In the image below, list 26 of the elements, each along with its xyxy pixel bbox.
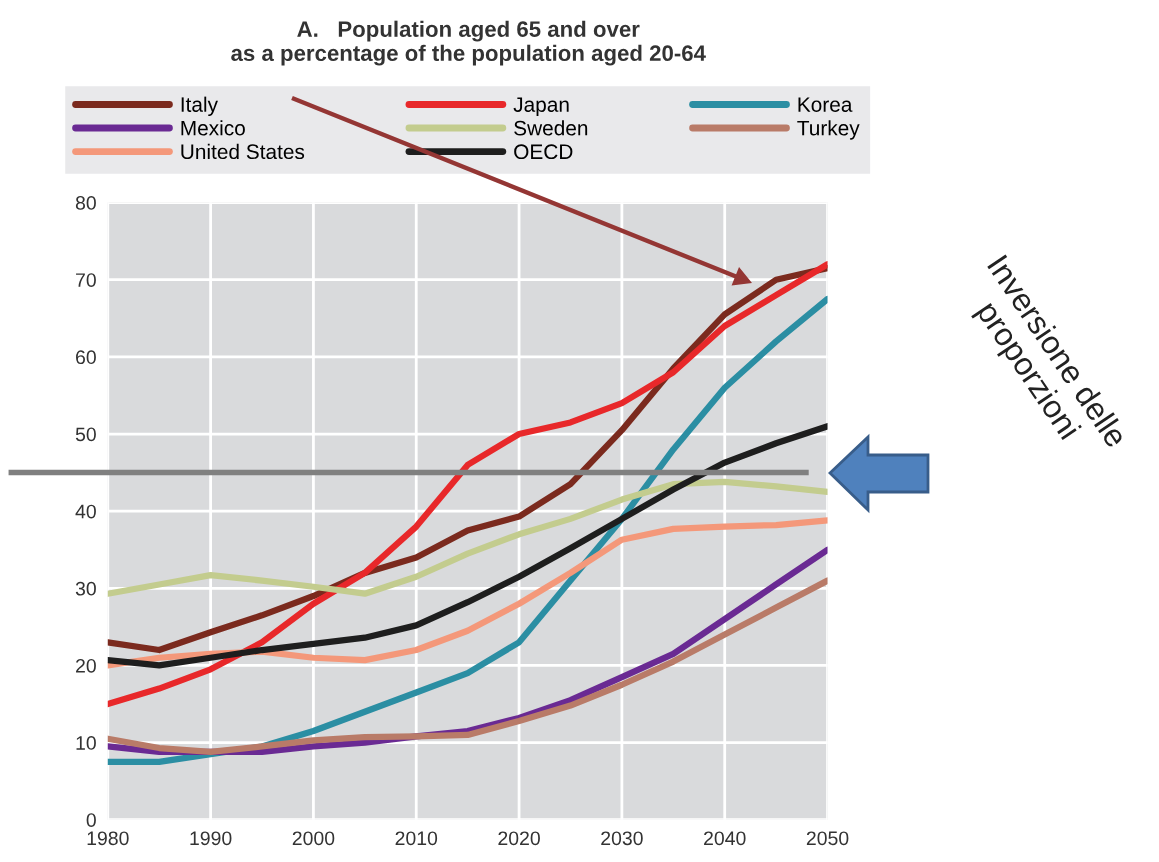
legend-label: Japan — [513, 97, 569, 117]
x-tick-label: 1990 — [190, 831, 232, 846]
y-tick-label: 20 — [76, 658, 96, 673]
y-tick-label: 30 — [75, 581, 96, 596]
chart-title: A. Population aged 65 and over as a percentage of the population aged 20-64 — [231, 20, 706, 66]
x-tick-label: 2010 — [395, 831, 438, 846]
legend-label: Sweden — [514, 120, 588, 136]
x-tick-label: 1980 — [87, 831, 129, 846]
legend-label: Mexico — [181, 120, 245, 136]
legend-label: United States — [181, 143, 305, 160]
x-tick-label: 2000 — [292, 831, 335, 846]
x-tick-label: 2020 — [498, 831, 540, 846]
y-tick-label: 80 — [75, 196, 96, 210]
legend-label: OECD — [514, 144, 573, 160]
y-tick-label: 50 — [75, 427, 96, 442]
legend-label: Korea — [798, 97, 853, 112]
x-tick-label: 2030 — [601, 831, 643, 846]
x-tick-label: 2050 — [806, 831, 849, 846]
legend-label: Italy — [181, 96, 218, 117]
y-tick-label: 60 — [76, 350, 96, 365]
y-tick-label: 70 — [76, 273, 96, 287]
x-tick-label: 2040 — [704, 831, 746, 846]
y-tick-label: 40 — [75, 504, 96, 519]
y-tick-label: 10 — [76, 736, 96, 750]
y-tick-label: 0 — [86, 813, 96, 827]
legend-label: Turkey — [797, 120, 860, 140]
